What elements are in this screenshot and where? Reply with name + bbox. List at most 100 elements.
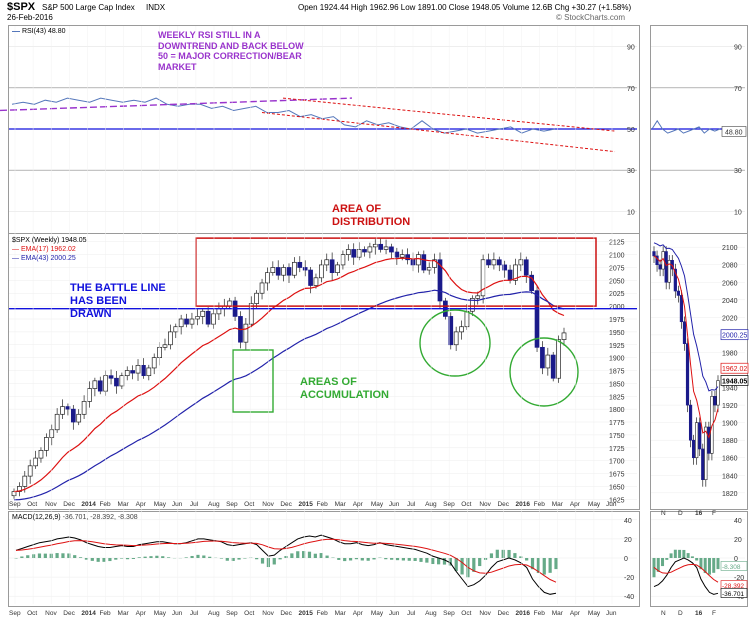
- price-candle-100: [550, 354, 556, 379]
- time-tick-mid-9: Jun: [172, 501, 183, 508]
- macd-hist-bar-42: [260, 558, 265, 564]
- rsi-tick-10: 10: [627, 209, 635, 216]
- time-tick-bottom-7: Apr: [136, 610, 147, 617]
- price-candle-6: [44, 437, 49, 451]
- price-candle-94: [518, 259, 524, 266]
- price-candle-61: [340, 254, 346, 266]
- macd-legend: MACD(12,26,9) -36.701, -28.392, -8.308: [12, 514, 138, 521]
- zoom-macd-hist-bar-10: [695, 558, 699, 561]
- time-tick-bottom-25: Oct: [461, 610, 471, 617]
- zoom-time-tick-bottom-2: 16: [695, 610, 703, 617]
- macd-hist-bar-88: [530, 558, 535, 570]
- macd-hist-bar-61: [372, 558, 376, 560]
- price-candle-65: [362, 249, 367, 253]
- time-tick-bottom-18: Mar: [335, 610, 347, 617]
- macd-hist-bar-76: [460, 558, 464, 575]
- rsi-tick-30: 30: [627, 168, 635, 175]
- price-candle-16: [97, 380, 103, 392]
- price-candle-28: [162, 344, 168, 348]
- ema17-legend: — EMA(17) 1962.02: [12, 245, 87, 254]
- macd-hist-bar-32: [202, 555, 206, 558]
- macd-hist-bar-38: [237, 558, 241, 560]
- price-tick-1975: 1975: [609, 317, 625, 324]
- price-candle-90: [496, 259, 502, 266]
- zoom-candle-13: [692, 439, 696, 459]
- price-candle-10: [65, 406, 71, 410]
- zoom-macd-signal-label: -28.392: [722, 583, 744, 590]
- macd-hist-bar-51: [313, 553, 317, 558]
- zoom-candle-11: [685, 343, 690, 406]
- zoom-macd-hist-bar-2: [661, 558, 665, 567]
- macd-hist-bar-70: [425, 558, 429, 563]
- zoom-price-tick-2040: 2040: [722, 298, 738, 305]
- price-candle-54: [302, 267, 308, 271]
- zoom-candle-20: [713, 396, 717, 406]
- macd-hist-bar-90: [542, 558, 546, 575]
- zoom-macd-line: [653, 557, 719, 595]
- macd-hist-bar-33: [208, 556, 212, 558]
- macd-hist-bar-91: [548, 558, 552, 573]
- price-tick-2050: 2050: [609, 278, 625, 285]
- zoom-macd-hist-bar-14: [712, 558, 716, 573]
- accumulation-box: [232, 349, 274, 413]
- zoom-time-tick-bottom-3: F: [712, 610, 716, 617]
- time-tick-bottom-23: Aug: [425, 610, 437, 617]
- time-tick-bottom-1: Oct: [27, 610, 37, 617]
- price-candle-96: [529, 274, 534, 292]
- zoom-rsi-tick-10: 10: [734, 209, 742, 216]
- time-tick-bottom-27: Dec: [497, 610, 509, 617]
- zoom-macd-hist-bar-7: [682, 549, 686, 558]
- price-tick-1800: 1800: [609, 407, 625, 414]
- price-candle-45: [254, 292, 259, 304]
- price-candle-32: [184, 318, 189, 325]
- time-tick-bottom-0: Sep: [9, 610, 21, 617]
- price-candle-76: [421, 254, 427, 271]
- price-candle-23: [135, 365, 141, 374]
- price-candle-57: [319, 264, 324, 279]
- macd-hist-bar-69: [419, 558, 423, 562]
- zoom-ema43-line: [653, 242, 719, 392]
- macd-hist-bar-75: [454, 558, 458, 571]
- macd-hist-bar-72: [437, 558, 441, 565]
- zoom-price-tick-2100: 2100: [722, 245, 738, 252]
- macd-hist-bar-37: [231, 558, 235, 561]
- price-candle-88: [486, 259, 491, 266]
- macd-hist-bar-20: [131, 558, 135, 559]
- price-candle-60: [335, 264, 340, 273]
- time-tick-bottom-12: Sep: [226, 610, 238, 617]
- zoom-macd-hist-bar-1: [656, 558, 660, 572]
- zoom-candle-14: [695, 422, 699, 459]
- macd-hist-bar-3: [32, 554, 36, 558]
- price-panel: [8, 233, 640, 510]
- price-candle-37: [211, 313, 216, 325]
- zoom-price-tick-1820: 1820: [722, 491, 738, 498]
- time-tick-mid-14: Nov: [262, 501, 274, 508]
- zoom-price-tick-2080: 2080: [722, 263, 738, 270]
- zoom-time-tick-bottom-0: N: [661, 610, 666, 617]
- price-candle-13: [81, 401, 87, 415]
- macd-hist-bar-35: [219, 558, 224, 559]
- price-candle-58: [324, 259, 330, 266]
- macd-hist-bar-29: [184, 557, 188, 558]
- macd-hist-bar-16: [108, 558, 112, 562]
- price-legend: $SPX (Weekly) 1948.05 — EMA(17) 1962.02 …: [12, 236, 87, 263]
- macd-hist-bar-26: [167, 557, 171, 558]
- macd-hist-bar-7: [55, 553, 59, 558]
- zoom-price-tick-1900: 1900: [722, 421, 738, 428]
- time-tick-mid-3: Dec: [63, 501, 75, 508]
- macd-hist-bar-71: [431, 558, 435, 565]
- price-candle-49: [275, 267, 281, 276]
- rsi-tick-70: 70: [627, 86, 635, 93]
- time-tick-bottom-19: Apr: [353, 610, 364, 617]
- price-candle-5: [38, 450, 44, 459]
- time-tick-bottom-4: 2014: [81, 610, 96, 617]
- rsi-downtrend-lower: [261, 112, 616, 153]
- price-candle-3: [27, 465, 33, 477]
- price-candle-33: [189, 318, 195, 325]
- macd-hist-bar-13: [90, 558, 94, 561]
- accumulation-note: AREAS OF ACCUMULATION: [300, 376, 390, 401]
- distribution-note: AREA OF DISTRIBUTION: [332, 203, 411, 228]
- macd-hist-bar-22: [143, 556, 147, 558]
- time-tick-bottom-9: Jun: [172, 610, 183, 617]
- macd-hist-bar-9: [67, 553, 71, 558]
